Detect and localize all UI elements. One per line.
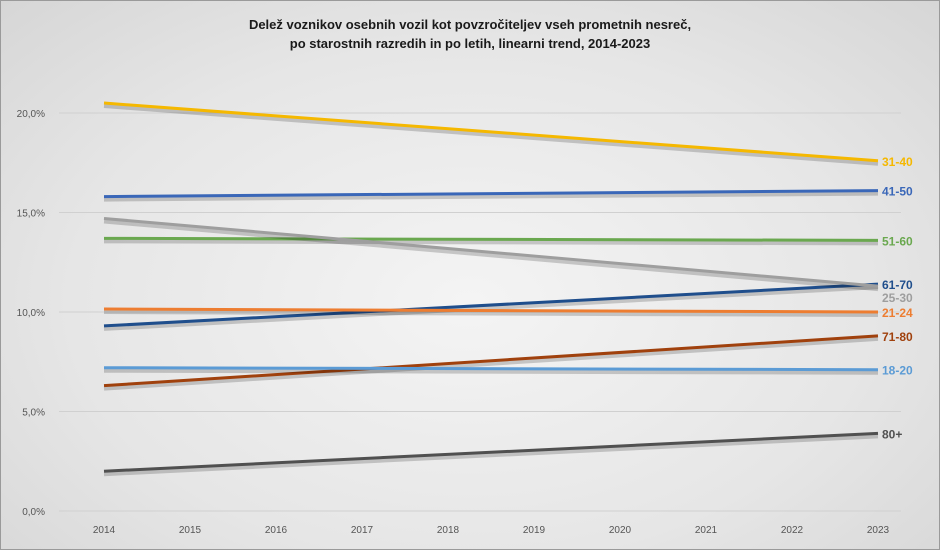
- x-tick-label: 2023: [867, 525, 890, 536]
- series-shadow: [103, 310, 879, 317]
- x-tick-label: 2018: [437, 525, 460, 536]
- series-label-18-20: 18-20: [882, 364, 913, 378]
- chart-title: Delež voznikov osebnih vozil kot povzroč…: [1, 15, 939, 53]
- series-label-41-50: 41-50: [882, 185, 913, 199]
- x-tick-label: 2016: [265, 525, 288, 536]
- series-label-51-60: 51-60: [882, 234, 913, 248]
- series-label-31-40: 31-40: [882, 155, 913, 169]
- title-line-1: Delež voznikov osebnih vozil kot povzroč…: [248, 17, 692, 32]
- series-line-61-70: [103, 282, 879, 328]
- series-line-71-80: [103, 334, 879, 388]
- x-tick-label: 2019: [523, 525, 546, 536]
- series-shadow: [103, 434, 879, 477]
- series-label-25-30: 25-30: [882, 291, 913, 305]
- series-shadow: [103, 368, 879, 375]
- y-tick-label: 10,0%: [17, 308, 45, 319]
- series-line-18-20: [103, 366, 879, 372]
- y-tick-label: 15,0%: [17, 209, 45, 220]
- series-label-21-24: 21-24: [882, 306, 913, 320]
- title-line-2: po starostnih razredih in po letih, line…: [289, 36, 651, 51]
- series-line-51-60: [103, 236, 879, 242]
- series-line-80+: [103, 431, 879, 473]
- x-tick-label: 2014: [93, 525, 116, 536]
- series-label-61-70: 61-70: [882, 278, 913, 292]
- series-line-31-40: [103, 101, 879, 163]
- series-shadow: [103, 285, 879, 331]
- series-shadow: [103, 219, 879, 292]
- series-label-71-80: 71-80: [882, 330, 913, 344]
- series-shadow: [103, 104, 879, 166]
- series-shadow: [103, 191, 879, 202]
- y-tick-label: 0,0%: [22, 507, 45, 518]
- x-tick-label: 2020: [609, 525, 632, 536]
- x-tick-label: 2015: [179, 525, 202, 536]
- y-tick-label: 20,0%: [17, 109, 45, 120]
- series-shadow: [103, 239, 879, 246]
- series-line-21-24: [103, 307, 879, 314]
- x-tick-label: 2022: [781, 525, 804, 536]
- series-label-80+: 80+: [882, 427, 902, 441]
- x-tick-label: 2021: [695, 525, 718, 536]
- series-line-25-30: [103, 216, 879, 288]
- series-line-41-50: [103, 189, 879, 199]
- x-tick-label: 2017: [351, 525, 374, 536]
- y-tick-label: 5,0%: [22, 408, 45, 419]
- series-shadow: [103, 336, 879, 391]
